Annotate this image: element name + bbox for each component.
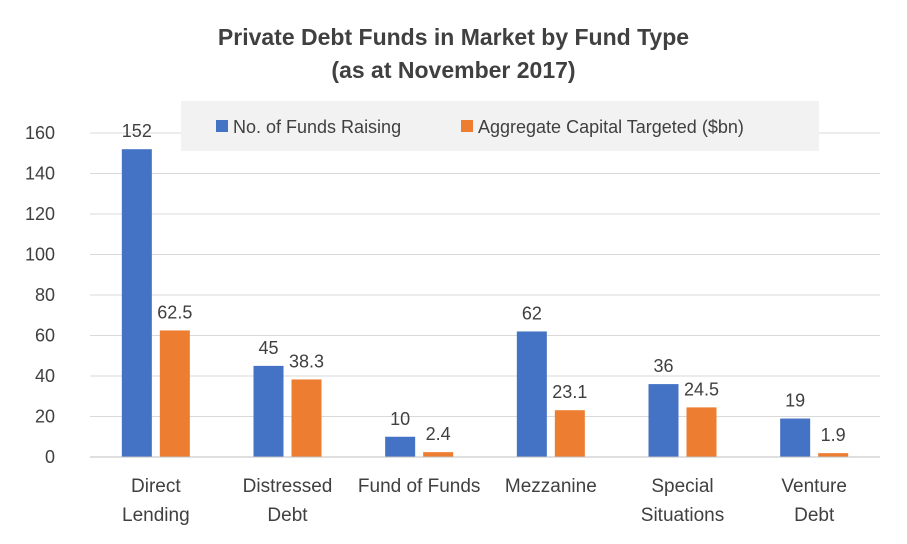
data-label: 24.5 [684,379,719,399]
legend-swatch [216,120,228,132]
y-tick-label: 0 [45,447,55,467]
x-category-label: Fund of Funds [358,476,481,497]
data-label: 10 [390,409,410,429]
legend-box [181,101,819,151]
bar [423,452,454,457]
bar [253,365,284,457]
y-tick-label: 160 [25,123,55,143]
x-category-label: Direct [131,476,181,497]
bar [780,418,811,457]
bar [554,410,585,457]
data-label: 62 [522,303,542,323]
bar [648,384,679,457]
bar [121,149,152,457]
y-tick-label: 20 [35,407,55,427]
x-category-label: Situations [641,505,724,526]
data-label: 36 [653,356,673,376]
data-label: 1.9 [821,425,846,445]
x-category-label: Distressed [243,476,333,497]
x-category-label: Mezzanine [505,476,597,497]
bar [159,330,190,457]
y-tick-label: 60 [35,326,55,346]
x-category-label: Debt [794,505,835,526]
bar [291,379,322,457]
y-tick-label: 80 [35,285,55,305]
data-label: 23.1 [552,382,587,402]
legend-label: No. of Funds Raising [233,117,401,137]
bar [516,331,547,457]
y-tick-label: 40 [35,366,55,386]
x-category-label: Venture [781,476,847,497]
y-tick-label: 140 [25,164,55,184]
data-label: 152 [122,121,152,141]
bar [686,407,717,457]
chart-subtitle: (as at November 2017) [331,57,576,83]
data-label: 38.3 [289,351,324,371]
bar [818,453,849,457]
chart-title: Private Debt Funds in Market by Fund Typ… [217,24,690,50]
y-tick-label: 120 [25,204,55,224]
legend-label: Aggregate Capital Targeted ($bn) [478,117,744,137]
x-category-label: Lending [122,505,190,526]
data-label: 2.4 [426,424,451,444]
legend-swatch [461,120,473,132]
x-category-label: Debt [267,505,308,526]
y-tick-label: 100 [25,245,55,265]
bar [385,436,416,457]
x-category-label: Special [651,476,713,497]
data-label: 45 [258,338,278,358]
data-label: 19 [785,391,805,411]
data-label: 62.5 [157,302,192,322]
